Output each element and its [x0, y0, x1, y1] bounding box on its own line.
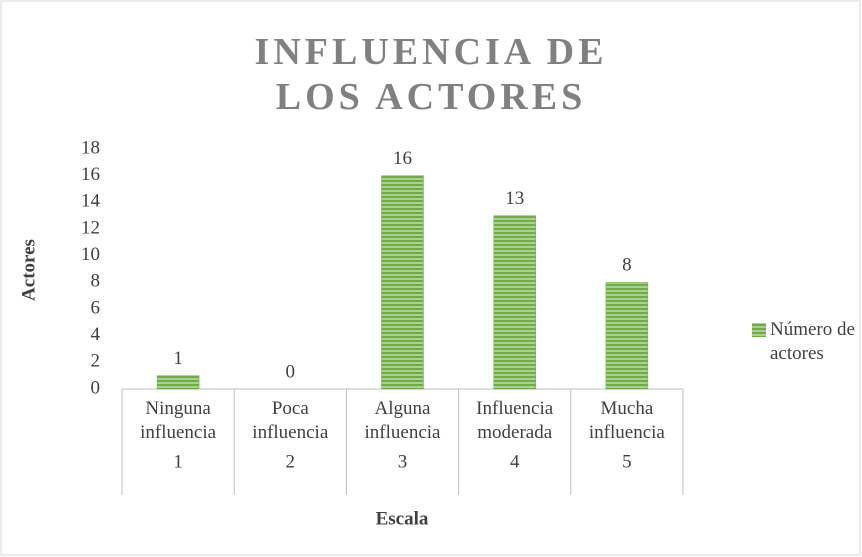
bar — [156, 375, 200, 390]
x-tick-label: Poca influencia — [252, 398, 329, 443]
bar — [381, 175, 424, 390]
data-label: 1 — [173, 348, 183, 369]
x-tick-label: Alguna influencia — [364, 398, 441, 443]
x-tick-number: 2 — [286, 451, 296, 472]
legend-label: Número de actores — [770, 319, 855, 364]
x-axis-title: Escala — [376, 508, 429, 529]
x-tick-label: Influencia moderada — [476, 398, 554, 443]
data-label: 16 — [393, 148, 412, 169]
y-tick-label: 2 — [91, 351, 101, 372]
y-tick-label: 6 — [91, 297, 101, 318]
bar — [605, 282, 649, 390]
y-tick-label: 10 — [81, 244, 100, 265]
x-tick-number: 3 — [398, 451, 408, 472]
y-tick-label: 16 — [81, 164, 100, 185]
y-tick-label: 14 — [81, 191, 101, 212]
x-tick-number: 5 — [622, 451, 632, 472]
x-tick-label: Mucha influencia — [588, 398, 665, 443]
data-label: 8 — [622, 255, 632, 276]
x-tick-number: 1 — [173, 451, 183, 472]
y-tick-label: 18 — [81, 137, 100, 158]
x-tick-label: Ninguna influencia — [140, 398, 217, 443]
y-axis-title: Actores — [18, 239, 39, 301]
bar — [493, 215, 536, 390]
y-tick-label: 8 — [91, 271, 101, 292]
data-label: 13 — [505, 188, 524, 209]
y-tick-label: 0 — [91, 377, 101, 398]
data-label: 0 — [286, 361, 296, 382]
chart-title: INFLUENCIA DE LOS ACTORES — [254, 31, 608, 118]
y-tick-label: 4 — [91, 324, 101, 345]
x-tick-number: 4 — [510, 451, 520, 472]
y-tick-label: 12 — [81, 217, 100, 238]
legend-swatch — [752, 323, 766, 337]
